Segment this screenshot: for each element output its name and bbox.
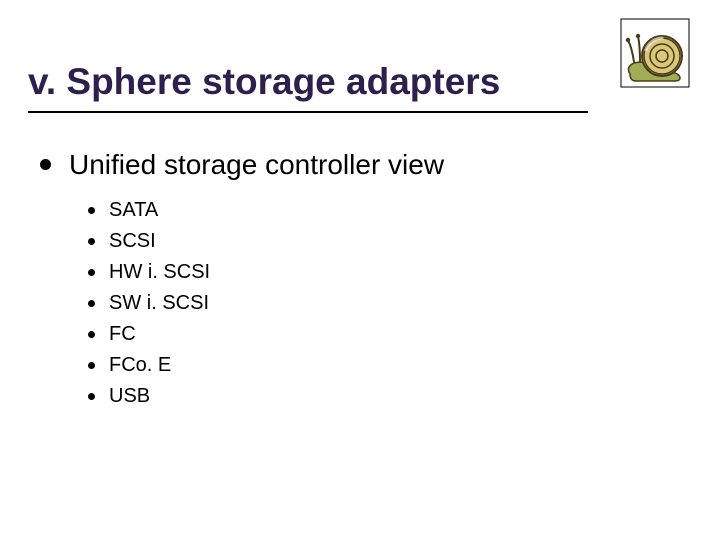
bullet-dot-icon (88, 393, 95, 400)
bullet-level2: FC (88, 322, 444, 347)
bullet-dot-icon (88, 269, 95, 276)
bullet-level2-list: SATA SCSI HW i. SCSI SW i. SCSI FC FCo. … (88, 198, 444, 409)
bullet-dot-icon (88, 331, 95, 338)
bullet-level2: HW i. SCSI (88, 260, 444, 285)
bullet-level2-text: USB (109, 384, 150, 409)
bullet-level2-text: FC (109, 322, 136, 347)
slide: v. Sphere storage adapters Unified stora… (0, 0, 720, 540)
bullet-level2: FCo. E (88, 353, 444, 378)
bullet-level1: Unified storage controller view (40, 148, 444, 182)
bullet-dot-icon (88, 362, 95, 369)
title-container: v. Sphere storage adapters (28, 62, 588, 113)
bullet-level1-text: Unified storage controller view (69, 148, 444, 182)
bullet-level2: USB (88, 384, 444, 409)
bullet-level2-text: SATA (109, 198, 158, 223)
bullet-dot-icon (40, 159, 51, 170)
bullet-level2-text: FCo. E (109, 353, 171, 378)
content: Unified storage controller view SATA SCS… (40, 148, 444, 415)
bullet-level2: SATA (88, 198, 444, 223)
snail-icon (620, 18, 690, 88)
bullet-level2: SW i. SCSI (88, 291, 444, 316)
slide-title: v. Sphere storage adapters (28, 62, 588, 113)
bullet-dot-icon (88, 300, 95, 307)
bullet-level2-text: HW i. SCSI (109, 260, 210, 285)
bullet-dot-icon (88, 207, 95, 214)
bullet-level2-text: SW i. SCSI (109, 291, 209, 316)
bullet-level2-text: SCSI (109, 229, 156, 254)
bullet-level2: SCSI (88, 229, 444, 254)
bullet-dot-icon (88, 238, 95, 245)
